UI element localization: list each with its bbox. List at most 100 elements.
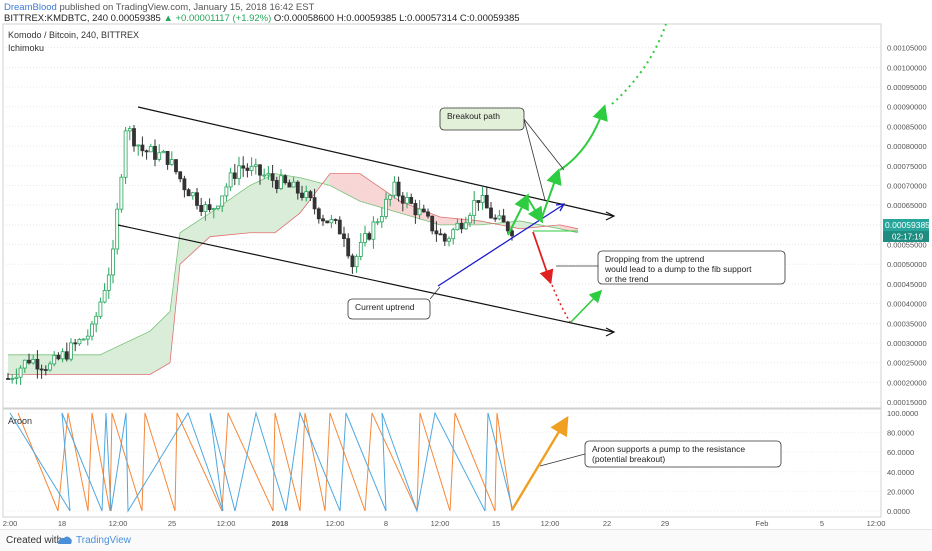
- candle-body: [476, 200, 481, 203]
- candle-body: [157, 152, 162, 160]
- candle-body: [48, 363, 52, 371]
- candle-body: [31, 358, 36, 364]
- price-tick-label: 0.00050000: [887, 260, 927, 269]
- candle-body: [304, 191, 309, 198]
- candle-body: [321, 218, 325, 222]
- candle-body: [169, 159, 174, 165]
- price-tick-label: 0.00095000: [887, 83, 927, 92]
- candle-body: [64, 351, 69, 360]
- candle-body: [497, 215, 502, 220]
- candle-body: [148, 146, 153, 153]
- aroon-axis[interactable]: 0.0000 20.0000 40.0000 60.0000 80.0000 100.00…: [887, 409, 918, 516]
- time-axis[interactable]: 2:00 18 12:00 25 12:00 2018 12:00 8 12:00 15 12:00…: [3, 519, 886, 528]
- price-tick-label: 0.00035000: [887, 319, 927, 328]
- candle-body: [199, 205, 204, 213]
- tradingview-brand[interactable]: TradingView: [76, 535, 132, 546]
- time-tick-label: Feb: [756, 519, 769, 528]
- callout-text-dropping: would lead to a dump to the fib support: [604, 264, 752, 274]
- candle-body: [144, 150, 149, 153]
- candle-body: [468, 215, 472, 224]
- candle-body: [195, 192, 199, 206]
- time-tick-label: 12:00: [217, 519, 236, 528]
- cloud-segment: [180, 213, 210, 265]
- candle-body: [510, 230, 514, 237]
- candle-body: [224, 186, 229, 197]
- candle-body: [455, 222, 460, 231]
- candle-body: [358, 241, 363, 257]
- callout-text-breakout: Breakout path: [447, 111, 500, 121]
- price-tick-label: 0.00090000: [887, 103, 927, 112]
- candle-body: [73, 342, 78, 345]
- price-tick-label: 0.00065000: [887, 201, 927, 210]
- cloud-segment: [100, 331, 150, 375]
- candle-body: [400, 195, 405, 204]
- candle-body: [119, 176, 124, 210]
- candle-body: [132, 128, 136, 147]
- candle-body: [274, 180, 279, 190]
- candle-body: [312, 197, 317, 210]
- candle-body: [35, 358, 40, 370]
- candle-body: [300, 192, 304, 198]
- footer: Created with TradingView: [0, 529, 932, 551]
- candle-body: [308, 191, 313, 199]
- candle-body: [266, 173, 271, 176]
- candle-body: [14, 376, 19, 379]
- breakout-arrow: [526, 196, 544, 224]
- indicator-label: Ichimoku: [8, 43, 44, 53]
- time-tick-label: 25: [168, 519, 176, 528]
- candle-body: [245, 167, 250, 171]
- callout-pointer: [429, 286, 441, 300]
- candle-body: [329, 219, 334, 224]
- main-pane-frame: [2, 23, 882, 518]
- time-tick-label: 12:00: [326, 519, 345, 528]
- candle-body: [237, 165, 241, 179]
- candle-body: [295, 181, 300, 194]
- candle-body: [337, 219, 342, 235]
- author-name[interactable]: DreamBlood: [4, 2, 57, 13]
- publish-info: DreamBlood published on TradingView.com,…: [4, 2, 314, 13]
- breakout-dotted-path: [611, 23, 667, 105]
- aroon-tick-label: 60.0000: [887, 448, 914, 457]
- candle-body: [6, 378, 10, 380]
- candle-body: [447, 238, 451, 242]
- price-tick-label: 0.00045000: [887, 280, 927, 289]
- channel-top-line: [137, 106, 614, 217]
- annotations[interactable]: Breakout path Dropping from the uptrendwo…: [347, 107, 786, 468]
- candle-body: [325, 220, 330, 224]
- price-tick-label: 0.00055000: [887, 241, 927, 250]
- candle-body: [262, 174, 267, 177]
- candle-body: [241, 165, 246, 169]
- cloud-segment: [330, 173, 360, 202]
- time-tick-label: 5: [820, 519, 824, 528]
- callout-text-aroon: (potential breakout): [592, 454, 665, 464]
- cloud-segment: [150, 311, 170, 375]
- candle-body: [354, 256, 359, 268]
- candle-body: [90, 323, 94, 337]
- callout-pointer: [523, 118, 546, 201]
- grid-lines: [3, 47, 881, 512]
- ichimoku-cloud: [8, 173, 579, 375]
- callout-box-aroon: [584, 440, 782, 468]
- candle-body: [10, 378, 15, 380]
- time-tick-label: 18: [58, 519, 66, 528]
- price-tick-label: 0.00100000: [887, 63, 927, 72]
- candle-body: [438, 233, 443, 236]
- candle-body: [153, 146, 157, 160]
- price-tick-label: 0.00105000: [887, 44, 927, 53]
- time-tick-label: 8: [384, 519, 388, 528]
- candle-body: [392, 181, 397, 196]
- candle-body: [451, 229, 456, 240]
- candle-body: [258, 164, 262, 176]
- trend-drawings: [117, 23, 667, 337]
- candle-body: [342, 233, 346, 240]
- candle-body: [270, 173, 275, 181]
- candle-body: [203, 204, 208, 213]
- price-tick-label: 0.00025000: [887, 359, 927, 368]
- candle-body: [363, 233, 367, 243]
- chart-canvas[interactable]: 0.00015000 0.00020000 0.00025000 0.00030000…: [0, 0, 932, 529]
- time-tick-label: 12:00: [541, 519, 560, 528]
- candle-body: [316, 208, 321, 220]
- price-badge-bg: [883, 219, 929, 231]
- candle-body: [417, 208, 422, 216]
- publish-text: published on TradingView.com, January 15…: [59, 2, 315, 13]
